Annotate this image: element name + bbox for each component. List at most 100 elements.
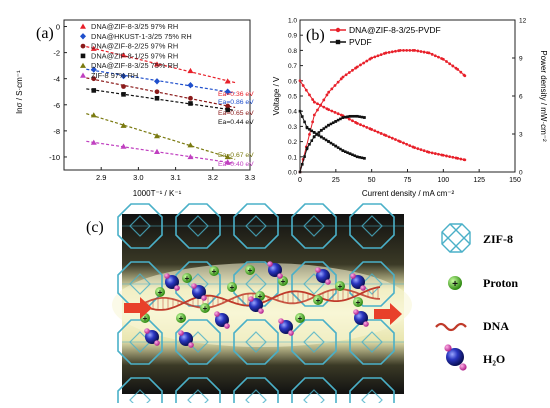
panel-b-data-point xyxy=(334,120,338,123)
framework-cage xyxy=(291,377,337,408)
panel-a-label: (a) xyxy=(36,25,54,42)
legend-marker-pvdf xyxy=(335,39,341,45)
framework-inner xyxy=(303,215,325,237)
panel-a-legend-marker xyxy=(80,33,86,40)
panel-b-data-point xyxy=(348,152,352,156)
panel-a-xtick-label: 3.3 xyxy=(245,173,255,182)
panel-a-data-point xyxy=(121,84,126,89)
framework-inner xyxy=(361,273,383,295)
panel-b-data-point xyxy=(433,54,437,58)
panel-a-data-point xyxy=(154,61,160,67)
panel-b-data-point xyxy=(304,88,308,92)
panel-b-data-point xyxy=(359,63,362,67)
hydrogen-atom xyxy=(224,323,230,329)
panel-b-data-point xyxy=(343,115,347,119)
panel-b-data-point xyxy=(330,87,334,91)
panel-b-data-point xyxy=(441,153,445,157)
panel-a-ytick-label: -6 xyxy=(53,101,60,110)
panel-b-data-point xyxy=(427,150,431,154)
panel-a-xlabel: 1000T⁻¹ / K⁻¹ xyxy=(133,189,182,198)
panel-b-data-point xyxy=(322,98,326,102)
panel-b-ytick-right-label: 6 xyxy=(519,94,523,101)
panel-b-data-point xyxy=(329,141,333,145)
panel-b-data-point xyxy=(305,146,309,150)
panel-b-data-point xyxy=(303,155,306,158)
panel-a-legend-text: DNA@ZIF-8-1/25 97% RH xyxy=(91,51,178,60)
panel-a-data-point xyxy=(91,88,97,93)
panel-a-ylabel: lnσ / S·cm⁻¹ xyxy=(15,70,24,114)
panel-a-data-point xyxy=(224,153,231,160)
panel-a-legend-text: DNA@HKUST-1-3/25 75% RH xyxy=(91,32,192,41)
panel-b-data-point xyxy=(308,128,311,131)
panel-b-data-point xyxy=(300,115,304,118)
framework-cage xyxy=(117,203,163,249)
framework-inner xyxy=(129,273,151,295)
panel-b: (b) Voltage / V Power density / mW·cm⁻² … xyxy=(272,18,548,199)
water-molecule xyxy=(353,309,369,327)
panel-a-ea-label: Ea=0.67 eV xyxy=(218,152,254,159)
panel-b-data-point xyxy=(398,49,402,52)
framework-cage xyxy=(175,203,221,249)
panel-b-ytick-left-label: 1.0 xyxy=(288,18,297,25)
panel-b-data-point xyxy=(394,138,397,141)
panel-b-data-point xyxy=(419,50,423,53)
panel-b-data-point xyxy=(347,71,351,74)
panel-a-data-point xyxy=(187,82,194,89)
panel-b-data-point xyxy=(351,114,354,118)
proton: + xyxy=(155,287,165,297)
panel-a-legend-text: DNA@ZIF-8-2/25 97% RH xyxy=(91,42,178,51)
panel-b-data-point xyxy=(370,56,374,60)
proton-plus: + xyxy=(338,282,343,291)
proton-ball xyxy=(155,287,165,297)
proton-plus: + xyxy=(203,304,208,313)
panel-b-data-point xyxy=(413,146,417,150)
panel-a-data-point xyxy=(154,148,160,154)
panel-b-data-point xyxy=(351,119,354,123)
panel-b-xticks: 0 25 50 75 100 125 150 xyxy=(298,169,521,184)
hydrogen-atom xyxy=(248,296,254,302)
panel-b-series-line xyxy=(299,80,465,161)
panel-b-data-point xyxy=(416,49,420,53)
proton-ball xyxy=(245,265,255,275)
panel-b-data-point xyxy=(339,147,342,151)
proton-ball xyxy=(200,303,210,313)
panel-b-data-point xyxy=(408,49,412,52)
hydrogen-atom xyxy=(350,273,356,279)
panel-b-data-point xyxy=(463,74,467,78)
panel-b-yticks-left: 0.0 0.1 0.2 0.3 0.4 0.5 0.6 0.7 0.8 0.9 1.0 xyxy=(288,18,303,177)
panel-b-data-point xyxy=(341,75,345,79)
water-molecule xyxy=(350,273,366,291)
panel-b-data-point xyxy=(459,157,463,161)
hydrogen-atom xyxy=(164,273,170,279)
framework-inner xyxy=(361,215,383,237)
panel-b-data-point xyxy=(331,143,335,146)
oxygen-atom xyxy=(215,313,229,327)
panel-b-data-point xyxy=(365,125,369,129)
panel-b-data-point xyxy=(437,152,440,156)
panel-a-legend-text: DNA@ZIF-8-3/25 97% RH xyxy=(91,22,178,31)
panel-b-data-point xyxy=(387,135,391,139)
panel-a-fit-line xyxy=(86,140,236,164)
framework-inner xyxy=(361,331,383,353)
panel-b-data-point xyxy=(322,105,326,109)
proton: + xyxy=(176,313,186,323)
arrow-in xyxy=(124,297,152,319)
arrow-out xyxy=(374,303,402,325)
panel-a-ytick-label: -4 xyxy=(53,75,60,84)
panel-b-data-point xyxy=(324,125,328,129)
panel-a-ytick-label: -2 xyxy=(53,49,60,58)
panel-a-data-point xyxy=(224,78,231,84)
panel-b-xtick-label: 75 xyxy=(404,177,412,184)
panel-b-data-point xyxy=(355,121,359,125)
panel-b-data-point xyxy=(430,151,434,155)
panel-b-data-point xyxy=(362,61,366,65)
panel-b-data-point xyxy=(384,134,388,137)
proton: + xyxy=(200,303,210,313)
hydrogen-atom xyxy=(258,308,264,314)
panel-b-data-point xyxy=(402,141,405,145)
panel-b-data-point xyxy=(313,135,316,138)
water-molecule xyxy=(214,311,230,329)
legend-text-water: H₂O xyxy=(483,352,505,366)
panel-b-ytick-left-label: 0.7 xyxy=(288,63,297,70)
panel-b-data-point xyxy=(325,93,329,97)
